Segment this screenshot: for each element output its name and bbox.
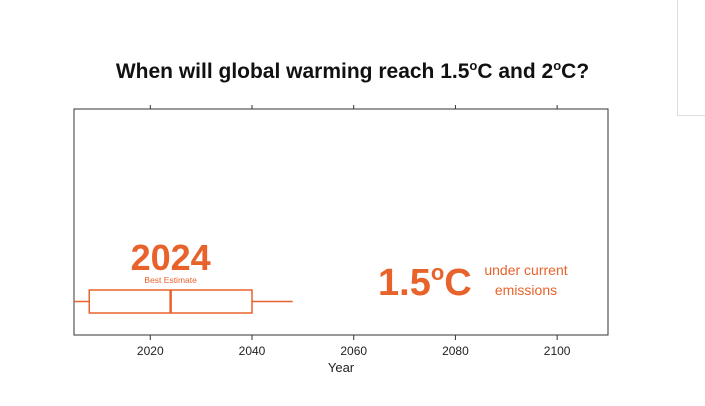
x-tick-label-2100: 2100 [544, 344, 571, 358]
x-tick-label-2040: 2040 [239, 344, 266, 358]
x-tick-label-2080: 2080 [442, 344, 469, 358]
box-group [74, 289, 293, 314]
scenario-line-1: under current [484, 262, 567, 278]
chart-title: When will global warming reach 1.5oC and… [0, 58, 705, 84]
corner-panel [677, 0, 705, 116]
x-tick-label-2060: 2060 [340, 344, 367, 358]
top-ticks [149, 105, 558, 109]
title-middle: C and 2 [477, 60, 554, 83]
title-suffix: C? [561, 60, 590, 83]
scenario-line-2: emissions [495, 282, 557, 298]
title-degree-2: o [553, 58, 562, 73]
threshold-degree: o [431, 260, 444, 285]
title-prefix: When will global warming reach 1.5 [115, 60, 470, 83]
plot-frame [73, 108, 609, 336]
title-degree-1: o [469, 58, 478, 73]
x-axis-label: Year [328, 360, 355, 375]
x-tick-label-2020: 2020 [137, 344, 164, 358]
bottom-ticks [149, 335, 558, 340]
threshold-unit: C [444, 262, 471, 304]
best-estimate-caption: Best Estimate [144, 275, 197, 285]
threshold-label: 1.5oC [378, 260, 472, 304]
x-tick-labels: 2020 2040 2060 2080 2100 [137, 344, 571, 358]
best-estimate-value: 2024 [131, 237, 211, 278]
threshold-value: 1.5 [378, 262, 431, 304]
